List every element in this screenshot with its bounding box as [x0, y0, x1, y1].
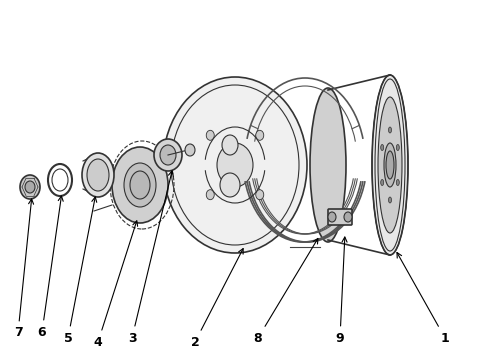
Ellipse shape: [344, 212, 352, 222]
Text: 7: 7: [14, 199, 34, 339]
Ellipse shape: [328, 212, 336, 222]
Ellipse shape: [310, 88, 346, 242]
Ellipse shape: [222, 135, 238, 155]
Ellipse shape: [206, 130, 214, 140]
Text: 8: 8: [254, 238, 318, 345]
Ellipse shape: [220, 173, 240, 197]
Ellipse shape: [396, 180, 399, 185]
Ellipse shape: [25, 181, 35, 193]
Text: 5: 5: [64, 197, 97, 345]
Ellipse shape: [372, 75, 408, 255]
Ellipse shape: [124, 163, 156, 207]
Ellipse shape: [185, 144, 195, 156]
Text: 3: 3: [128, 171, 173, 345]
Ellipse shape: [217, 143, 253, 187]
Ellipse shape: [256, 130, 264, 140]
Text: 1: 1: [397, 252, 449, 345]
Ellipse shape: [378, 97, 402, 233]
Ellipse shape: [82, 153, 114, 197]
Ellipse shape: [396, 144, 399, 150]
Text: 2: 2: [191, 248, 243, 348]
Text: 6: 6: [38, 196, 63, 338]
Ellipse shape: [130, 171, 150, 199]
Ellipse shape: [386, 151, 394, 179]
Ellipse shape: [20, 175, 40, 199]
FancyBboxPatch shape: [328, 209, 352, 225]
Ellipse shape: [163, 77, 307, 253]
Text: 4: 4: [94, 221, 138, 348]
Ellipse shape: [384, 143, 396, 187]
Ellipse shape: [381, 180, 384, 185]
Ellipse shape: [256, 190, 264, 200]
Text: 9: 9: [336, 237, 347, 345]
Ellipse shape: [154, 139, 182, 171]
Ellipse shape: [381, 144, 384, 150]
Ellipse shape: [389, 197, 392, 203]
Ellipse shape: [160, 145, 176, 165]
Ellipse shape: [206, 190, 214, 200]
Ellipse shape: [389, 127, 392, 133]
Ellipse shape: [112, 147, 168, 223]
Ellipse shape: [87, 159, 109, 191]
